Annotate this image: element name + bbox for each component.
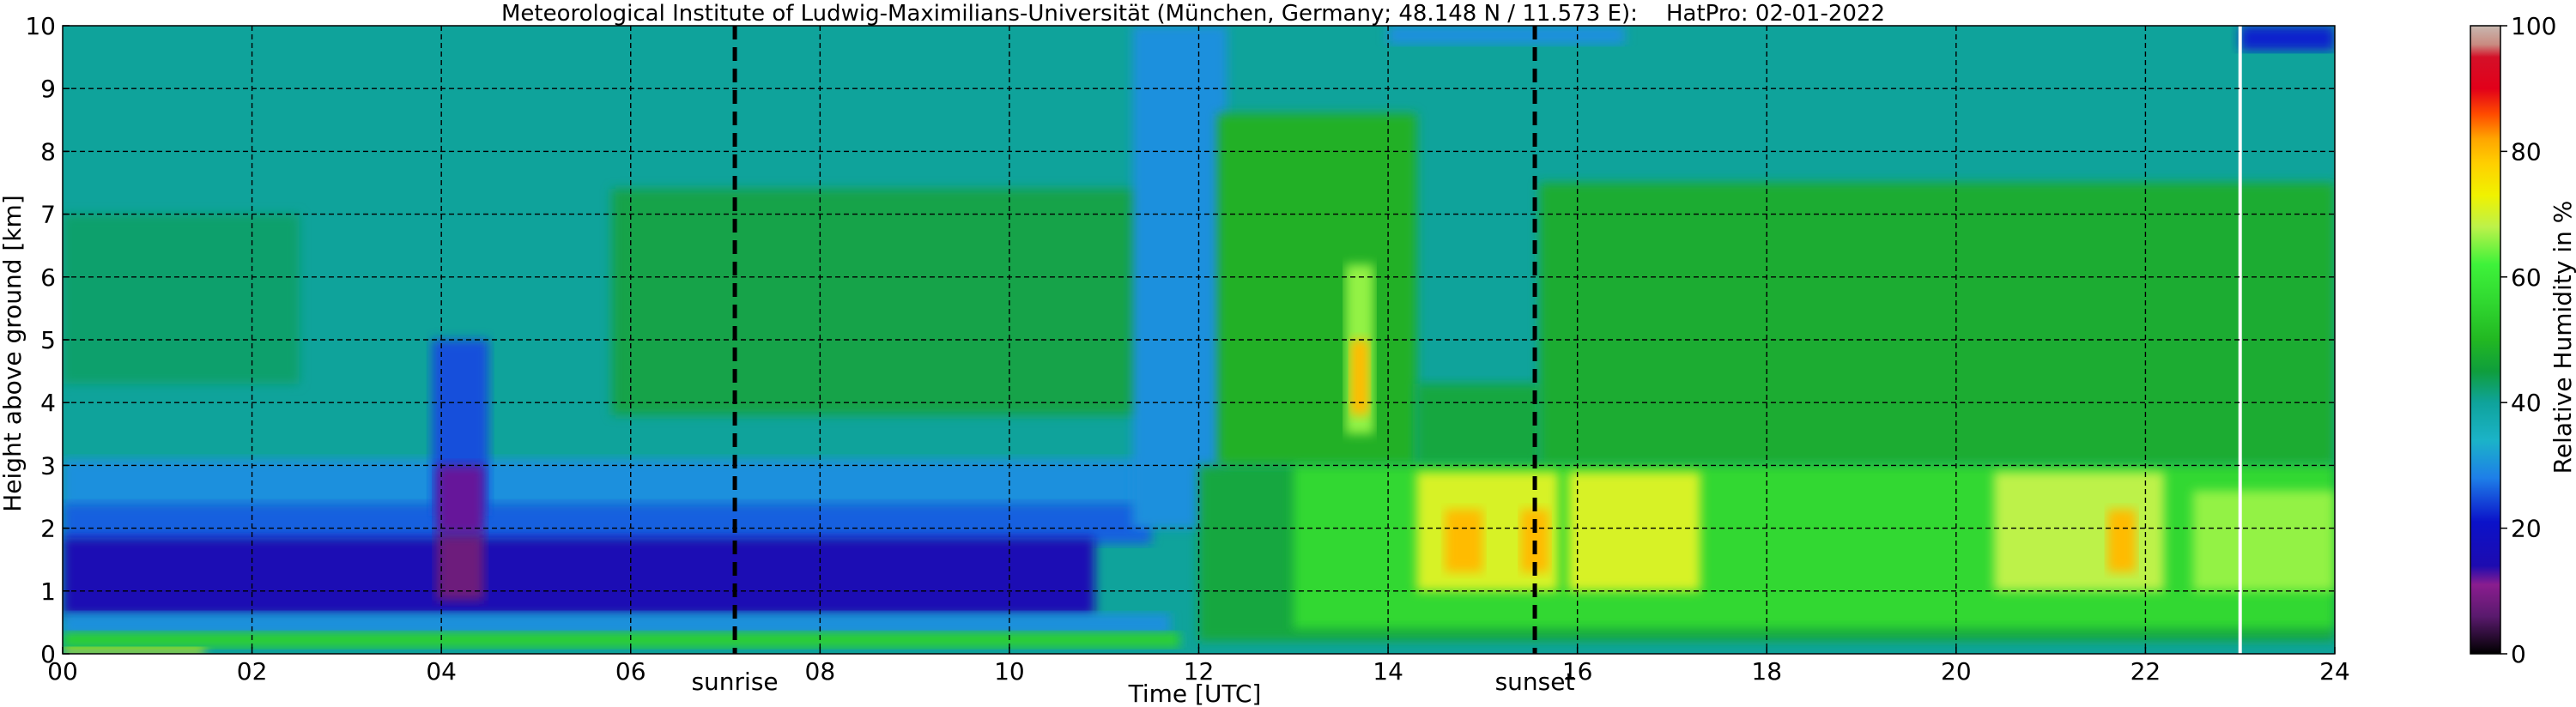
sunrise-label: sunrise: [691, 668, 778, 696]
humidity-cell: [1567, 471, 1701, 591]
x-tick-label: 16: [1562, 657, 1593, 686]
y-tick-label: 5: [40, 326, 56, 354]
humidity-cell: [2107, 509, 2137, 572]
y-tick-label: 3: [40, 451, 56, 480]
humidity-cell: [436, 465, 484, 535]
humidity-cell: [63, 647, 205, 654]
y-tick-label: 7: [40, 201, 56, 229]
x-tick-label: 22: [2131, 657, 2161, 686]
x-tick-label: 00: [47, 657, 78, 686]
y-tick-label: 1: [40, 577, 56, 606]
sunset-label: sunset: [1495, 668, 1575, 696]
humidity-cell: [1349, 340, 1370, 415]
colorbar-tick-label: 100: [2511, 12, 2556, 40]
y-tick-label: 4: [40, 389, 56, 417]
x-tick-label: 06: [615, 657, 646, 686]
x-tick-label: 24: [2319, 657, 2350, 686]
humidity-cell: [63, 631, 1180, 648]
x-tick-label: 08: [805, 657, 836, 686]
colorbar-tick-label: 0: [2511, 640, 2526, 668]
x-axis-label: Time [UTC]: [1128, 680, 1262, 707]
colorbar: 0 20 40 60 80 100: [2470, 12, 2556, 668]
colorbar-tick-label: 60: [2511, 263, 2542, 292]
colorbar-tick-label: 80: [2511, 137, 2542, 166]
humidity-cell: [1539, 183, 2335, 466]
colorbar-tick-label: 20: [2511, 515, 2542, 543]
humidity-cell: [1993, 471, 2165, 591]
humidity-cell: [1217, 113, 1417, 466]
grid: [63, 26, 2335, 654]
x-tick-label: 20: [1941, 657, 1972, 686]
humidity-cell: [611, 189, 1152, 415]
humidity-cell: [2240, 26, 2335, 51]
x-tick-label: 18: [1751, 657, 1782, 686]
x-tick-label: 02: [237, 657, 268, 686]
humidity-cell: [63, 537, 1095, 617]
humidity-cell: [63, 503, 1152, 544]
y-axis-label: Height above ground [km]: [0, 195, 27, 512]
humidity-cell: [63, 214, 300, 384]
data-gap-line: [2238, 26, 2242, 654]
y-tick-label: 2: [40, 515, 56, 543]
humidity-cell: [436, 534, 484, 601]
x-tick-label: 12: [1184, 657, 1215, 686]
x-tick-label: 14: [1373, 657, 1403, 686]
y-tick-label: 10: [25, 12, 56, 40]
y-tick-label: 8: [40, 137, 56, 166]
colorbar-tick-label: 40: [2511, 389, 2542, 417]
colorbar-gradient: [2470, 25, 2501, 655]
y-tick-label: 6: [40, 263, 56, 292]
humidity-cell: [1388, 26, 1625, 45]
y-tick-label: 0: [40, 640, 56, 668]
humidity-cell: [63, 613, 1171, 636]
humidity-cell: [2192, 490, 2335, 591]
x-tick-label: 04: [426, 657, 457, 686]
colorbar-label: Relative Humidity in %: [2549, 201, 2576, 474]
humidity-cell: [1416, 384, 1540, 466]
y-tick-label: 9: [40, 75, 56, 103]
x-tick-label: 10: [994, 657, 1025, 686]
chart-title: Meteorological Institute of Ludwig-Maxim…: [501, 1, 1885, 27]
humidity-cell: [1445, 509, 1483, 572]
